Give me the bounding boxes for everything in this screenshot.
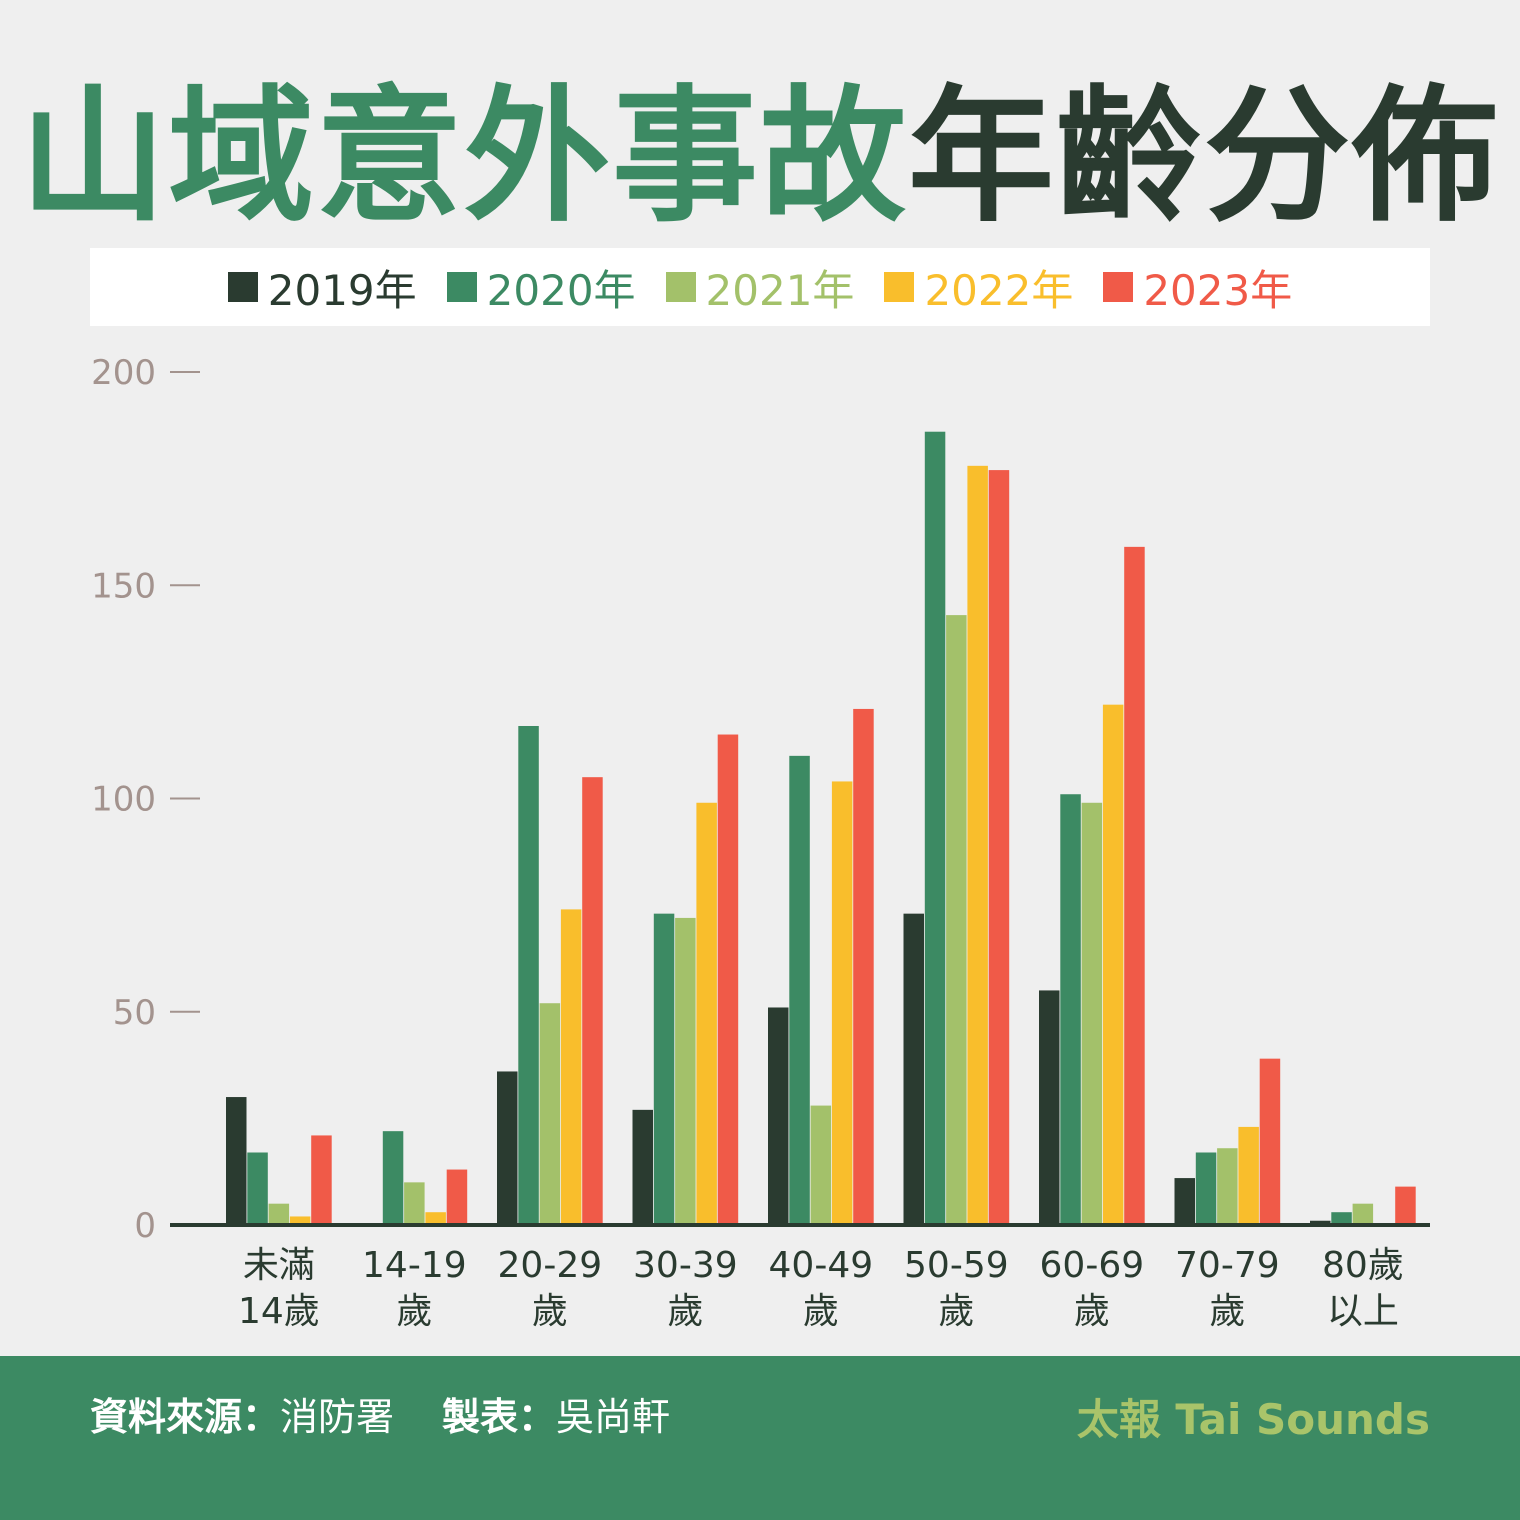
legend-swatch xyxy=(884,272,915,302)
x-category-label: 歲 xyxy=(1074,1291,1110,1332)
bar-2023年-6 xyxy=(1124,546,1145,1225)
legend-label: 2021年 xyxy=(705,265,855,315)
x-category-label: 80歲 xyxy=(1322,1245,1404,1286)
title-part-1: 山域意外事故 xyxy=(20,72,908,242)
x-category-label: 14歲 xyxy=(238,1291,320,1332)
y-tick-label: 50 xyxy=(113,993,156,1033)
bar-2022年-5 xyxy=(967,465,988,1225)
bar-2019年-5 xyxy=(903,913,924,1225)
bar-2019年-7 xyxy=(1174,1178,1195,1225)
bar-2023年-2 xyxy=(582,777,603,1225)
x-category-label: 20-29 xyxy=(498,1245,603,1286)
legend-item-2: 2021年 xyxy=(665,257,855,318)
chart-title: 山域意外事故年齡分佈 xyxy=(0,82,1520,232)
x-category-label: 50-59 xyxy=(904,1245,1009,1286)
bar-2019年-8 xyxy=(1310,1220,1331,1225)
legend-label: 2022年 xyxy=(924,265,1074,315)
bar-chart: 0 50 100 150 200 未滿 14歲 14-19 歲 20-29 歲 30-39 歲 40-49… xyxy=(91,353,1430,1332)
bar-2023年-8 xyxy=(1395,1186,1416,1225)
bar-2023年-3 xyxy=(717,734,739,1225)
legend-swatch xyxy=(665,272,696,302)
y-tick-label: 150 xyxy=(91,566,156,606)
bar-2023年-7 xyxy=(1259,1058,1281,1225)
credits: 資料來源：消防署 製表：吳尚軒 xyxy=(90,1386,670,1441)
legend: 2019年 2020年 2021年 2022年 2023年 xyxy=(90,248,1430,326)
bar-2021年-0 xyxy=(268,1203,290,1225)
maker-label: 製表： xyxy=(442,1395,557,1439)
footer: 資料來源：消防署 製表：吳尚軒 太報 Tai Sounds xyxy=(0,1356,1520,1520)
bar-2022年-3 xyxy=(696,802,717,1225)
bar-2021年-1 xyxy=(404,1182,425,1225)
bar-2021年-6 xyxy=(1081,802,1103,1225)
bar-2023年-5 xyxy=(988,470,1010,1226)
maker-value: 吳尚軒 xyxy=(556,1395,671,1439)
bar-2020年-0 xyxy=(247,1152,268,1225)
bar-2020年-3 xyxy=(653,913,675,1225)
bar-2021年-2 xyxy=(539,1003,561,1225)
legend-item-4: 2023年 xyxy=(1103,257,1292,318)
bar-2019年-2 xyxy=(497,1071,518,1225)
bar-2020年-1 xyxy=(382,1131,404,1225)
bar-2019年-0 xyxy=(226,1097,247,1225)
bar-2023年-4 xyxy=(853,708,874,1225)
legend-swatch xyxy=(446,272,477,302)
bar-2022年-2 xyxy=(560,909,582,1225)
x-category-label: 30-39 xyxy=(633,1245,738,1286)
x-category-label: 以上 xyxy=(1327,1291,1399,1332)
bar-2019年-3 xyxy=(632,1109,653,1225)
bar-2019年-6 xyxy=(1039,990,1060,1225)
bar-2022年-0 xyxy=(289,1216,311,1225)
bar-2022年-6 xyxy=(1102,704,1124,1225)
legend-item-1: 2020年 xyxy=(446,257,636,318)
legend-item-3: 2022年 xyxy=(884,257,1073,318)
legend-label: 2023年 xyxy=(1143,265,1293,315)
source-value: 消防署 xyxy=(280,1395,395,1439)
bar-2022年-4 xyxy=(831,781,853,1225)
legend-item-0: 2019年 xyxy=(227,257,417,318)
bar-2021年-4 xyxy=(810,1105,832,1225)
bar-2021年-8 xyxy=(1352,1203,1374,1225)
bar-2022年-7 xyxy=(1238,1126,1259,1225)
x-category-label: 60-69 xyxy=(1040,1245,1145,1286)
x-category-label: 14-19 xyxy=(362,1245,467,1286)
legend-swatch xyxy=(1103,272,1134,302)
bar-2020年-8 xyxy=(1331,1212,1352,1225)
legend-label: 2020年 xyxy=(486,265,636,315)
bar-2020年-2 xyxy=(518,725,539,1225)
bar-2020年-4 xyxy=(789,755,810,1225)
x-category-label: 歲 xyxy=(1209,1291,1245,1332)
legend-label: 2019年 xyxy=(267,265,417,315)
y-tick-label: 100 xyxy=(91,780,156,820)
bar-2020年-5 xyxy=(924,431,946,1226)
source-label: 資料來源： xyxy=(90,1395,281,1439)
brand-logo: 太報 Tai Sounds xyxy=(1076,1395,1430,1444)
bar-2021年-3 xyxy=(675,917,696,1225)
bar-2023年-1 xyxy=(446,1169,468,1225)
x-category-label: 歲 xyxy=(667,1291,703,1332)
y-tick-label: 200 xyxy=(91,353,156,393)
legend-swatch xyxy=(227,272,258,302)
x-category-label: 歲 xyxy=(532,1291,568,1332)
bar-2021年-7 xyxy=(1217,1148,1238,1225)
x-category-label: 未滿 xyxy=(243,1245,315,1286)
bar-2023年-0 xyxy=(311,1135,332,1225)
x-category-label: 歲 xyxy=(396,1291,432,1332)
y-tick-label: 0 xyxy=(134,1206,156,1246)
bar-2021年-5 xyxy=(946,615,967,1225)
bar-2020年-7 xyxy=(1195,1152,1217,1225)
bar-2022年-1 xyxy=(425,1212,446,1225)
x-category-label: 70-79 xyxy=(1175,1245,1280,1286)
title-part-2: 年齡分佈 xyxy=(908,72,1500,242)
x-category-label: 歲 xyxy=(938,1291,974,1332)
bar-2019年-4 xyxy=(768,1007,789,1225)
x-category-label: 40-49 xyxy=(769,1245,874,1286)
x-category-label: 歲 xyxy=(803,1291,839,1332)
bar-2020年-6 xyxy=(1060,794,1081,1225)
